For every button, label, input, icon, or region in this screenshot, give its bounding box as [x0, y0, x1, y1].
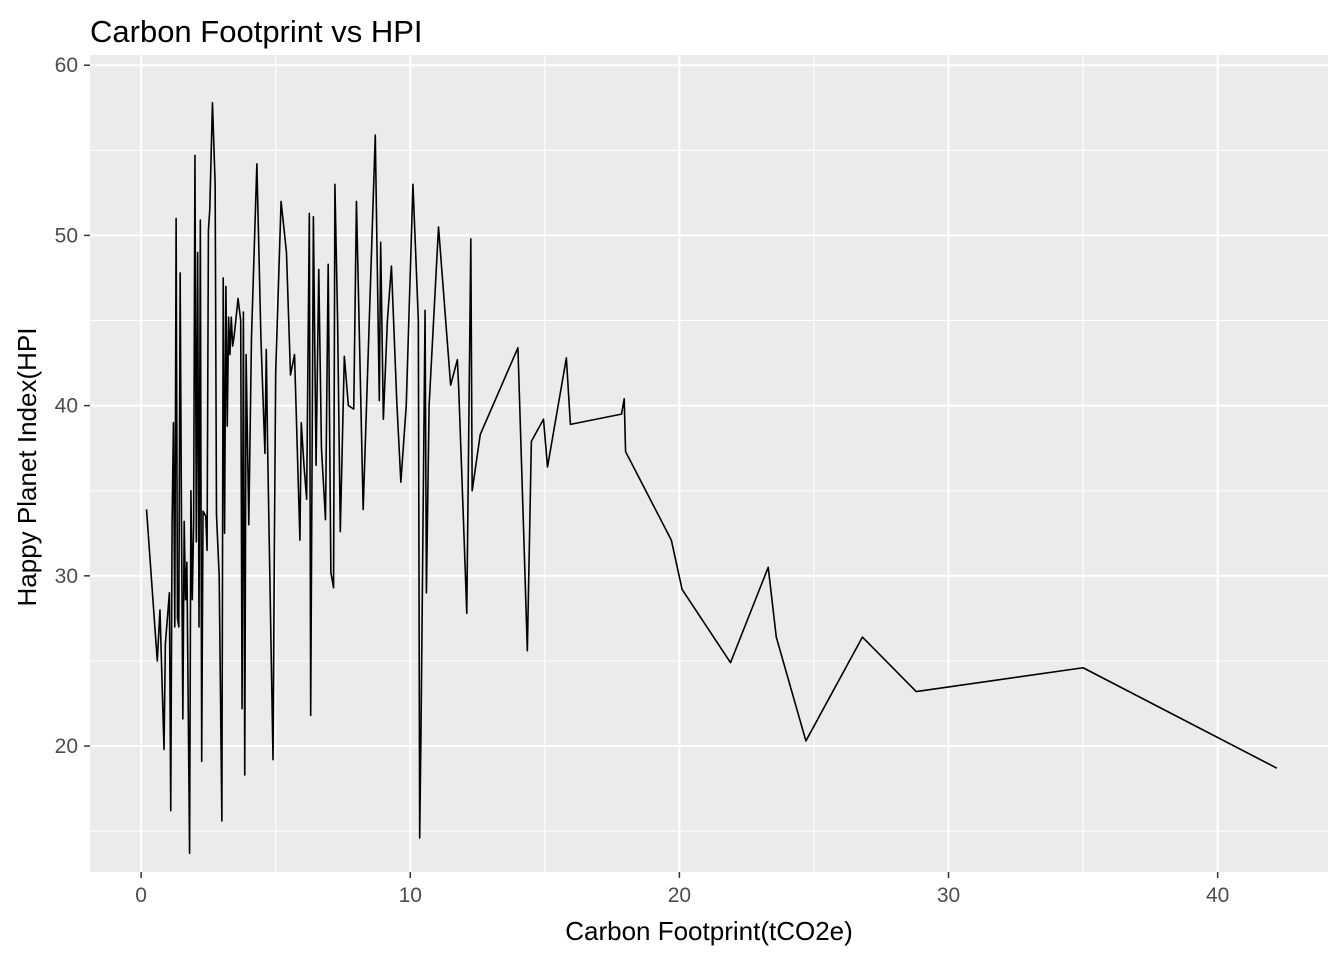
- x-tick-label: 30: [937, 884, 960, 907]
- y-tick-label: 40: [55, 395, 78, 418]
- chart-title: Carbon Footprint vs HPI: [90, 14, 423, 49]
- y-tick-label: 50: [55, 224, 78, 247]
- x-tick-label: 0: [135, 884, 147, 907]
- major-gridlines: [90, 55, 1328, 872]
- data-line: [145, 101, 1278, 855]
- y-tick-label: 20: [55, 735, 78, 758]
- y-tick-label: 30: [55, 565, 78, 588]
- x-tick-label: 20: [668, 884, 691, 907]
- x-tick-label: 10: [399, 884, 422, 907]
- y-tick-label: 60: [55, 54, 78, 77]
- y-axis: 20 30 40 50 60: [55, 54, 90, 758]
- y-axis-title: Happy Planet Index(HPI: [12, 328, 42, 607]
- x-axis: 0 10 20 30 40: [135, 872, 1229, 907]
- minor-gridlines: [90, 55, 1328, 872]
- x-tick-label: 40: [1206, 884, 1229, 907]
- x-axis-title: Carbon Footprint(tCO2e): [565, 916, 853, 946]
- plot-panel: [90, 55, 1328, 872]
